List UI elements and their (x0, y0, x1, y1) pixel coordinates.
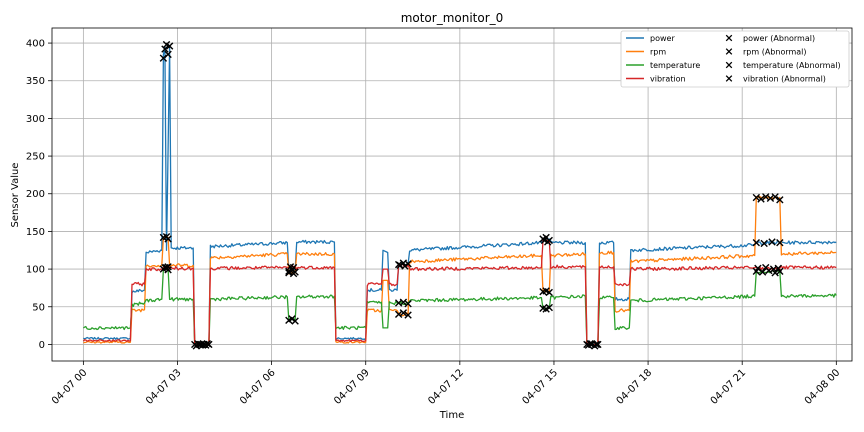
y-tick-label: 0 (39, 340, 45, 351)
legend-marker-abnormal (725, 34, 733, 42)
abnormal-marker (545, 288, 553, 297)
abnormal-marker (592, 340, 601, 349)
abnormal-marker (161, 45, 169, 53)
legend-label-abnormal: vibration (Abnormal) (743, 75, 826, 84)
abnormal-marker (404, 300, 412, 308)
abnormal-marker (754, 264, 762, 273)
legend-label: vibration (650, 75, 686, 84)
y-axis-title: Sensor Value (10, 163, 21, 228)
abnormal-marker (164, 263, 172, 271)
legend-box (620, 30, 850, 88)
y-tick-label: 100 (26, 265, 45, 276)
abnormal-marker (762, 193, 770, 201)
legend-marker-abnormal (725, 75, 733, 82)
abnormal-marker (545, 303, 553, 312)
abnormal-markers (159, 40, 784, 350)
abnormal-marker (291, 317, 299, 325)
legend-marker-abnormal (725, 61, 733, 69)
legend-label-abnormal: power (Abnormal) (743, 34, 815, 43)
legend-label: power (650, 34, 675, 43)
y-tick-label: 350 (26, 76, 45, 87)
abnormal-marker (757, 195, 765, 203)
abnormal-marker (752, 239, 761, 247)
abnormal-marker (762, 263, 770, 272)
abnormal-marker (771, 269, 779, 277)
abnormal-marker (401, 262, 409, 270)
abnormal-marker (197, 340, 205, 349)
legend: power rpm temperature vibration power (Abnor… (620, 30, 850, 88)
abnormal-marker (404, 311, 412, 319)
legend-label: temperature (650, 61, 700, 70)
abnormal-marker (768, 238, 776, 246)
abnormal-marker (774, 264, 782, 273)
abnormal-marker (164, 50, 172, 59)
legend-label: rpm (650, 48, 666, 57)
y-axis: 0 50 100 150 200 250 300 350 400 (26, 39, 52, 351)
chart-title: motor_monitor_0 (401, 11, 504, 25)
abnormal-marker (776, 239, 784, 247)
legend-marker-abnormal (725, 48, 733, 55)
abnormal-marker (771, 193, 779, 201)
legend-label-abnormal: rpm (Abnormal) (743, 48, 807, 57)
abnormal-marker (752, 193, 761, 202)
y-tick-label: 200 (26, 189, 45, 200)
abnormal-marker (399, 298, 408, 306)
y-tick-label: 250 (26, 152, 45, 163)
y-tick-label: 150 (26, 227, 45, 238)
y-tick-label: 300 (26, 114, 45, 125)
plot-frame (51, 27, 853, 362)
abnormal-marker (289, 269, 298, 278)
y-tick-label: 400 (26, 39, 45, 50)
abnormal-marker (399, 309, 408, 317)
abnormal-marker (543, 238, 552, 246)
abnormal-marker (394, 310, 403, 318)
abnormal-marker (766, 194, 775, 202)
abnormal-marker (165, 42, 174, 50)
legend-label-abnormal: temperature (Abnormal) (743, 61, 841, 70)
abnormal-marker (289, 263, 298, 272)
abnormal-marker (776, 196, 784, 204)
abnormal-marker (586, 339, 594, 348)
abnormal-marker (760, 239, 768, 248)
x-axis-title: Time (439, 410, 464, 421)
abnormal-marker (203, 339, 211, 348)
y-tick-label: 50 (32, 302, 45, 313)
abnormal-marker (164, 235, 172, 243)
